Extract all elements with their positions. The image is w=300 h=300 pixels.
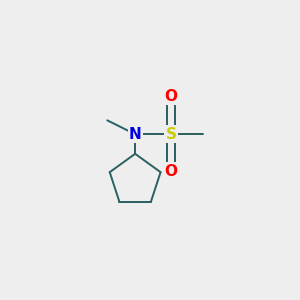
Text: S: S xyxy=(166,127,177,142)
Text: N: N xyxy=(129,127,142,142)
Text: O: O xyxy=(165,88,178,104)
Text: O: O xyxy=(165,164,178,178)
